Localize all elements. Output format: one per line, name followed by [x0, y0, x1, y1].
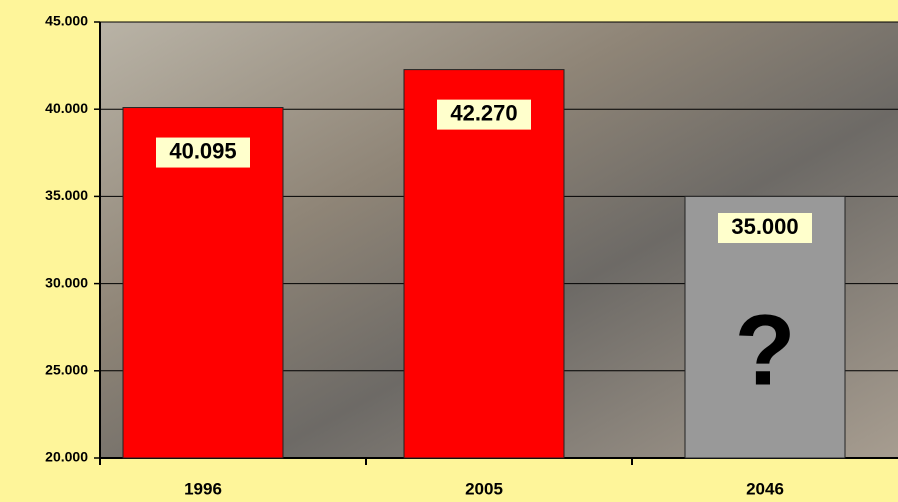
y-tick-label: 40.000 — [45, 100, 88, 116]
y-tick-label: 30.000 — [45, 274, 88, 290]
page: 20.000 25.000 30.000 35.000 40.000 45.000 1996… — [0, 0, 898, 502]
y-tick-label: 35.000 — [45, 187, 88, 203]
y-tick-label: 25.000 — [45, 362, 88, 378]
x-tick-label: 2005 — [465, 479, 503, 498]
value-label: 35.000 — [731, 214, 798, 239]
annotation: ? — [734, 294, 795, 406]
x-tick-label: 2046 — [746, 479, 784, 498]
chart: 20.000 25.000 30.000 35.000 40.000 45.000 1996… — [0, 0, 898, 502]
y-tick-label: 45.000 — [45, 13, 88, 29]
y-tick-label: 20.000 — [45, 449, 88, 465]
value-label: 40.095 — [169, 138, 236, 163]
x-tick-label: 1996 — [184, 479, 222, 498]
value-label: 42.270 — [450, 100, 517, 125]
